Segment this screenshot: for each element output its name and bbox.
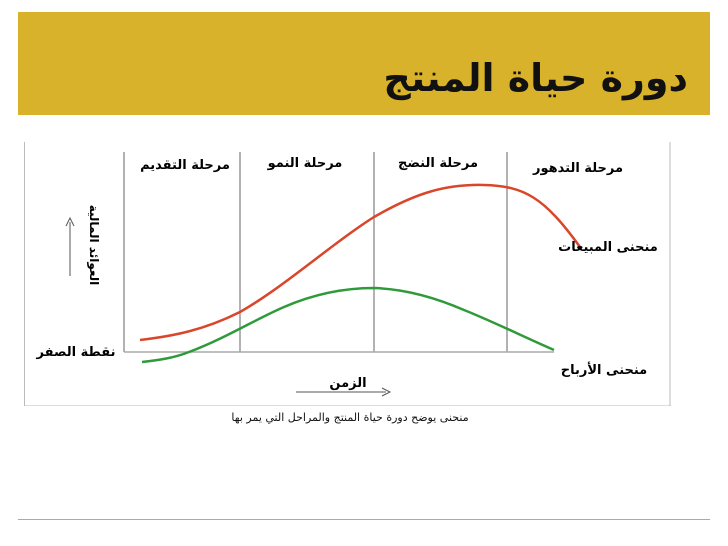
- stage-label-maturity: مرحلة النضج: [398, 156, 478, 171]
- stage-label-growth: مرحلة النمو: [267, 156, 343, 171]
- diagram-canvas: مرحلة التقديم مرحلة النمو مرحلة النضج مر…: [23, 142, 671, 407]
- zero-point-label: نقطة الصفر: [36, 345, 116, 360]
- profits-curve: [141, 286, 555, 364]
- x-axis-label: الزمن: [329, 376, 366, 391]
- y-axis-arrow-head: [65, 216, 75, 227]
- figure-caption: منحنى يوضح دورة حياة المنتج والمراحل الت…: [231, 411, 469, 424]
- title-bar: [18, 12, 710, 115]
- sales-curve: [139, 183, 582, 342]
- profits-curve-label: منحنى الأرباح: [561, 361, 647, 378]
- product-life-cycle-diagram: مرحلة التقديم مرحلة النمو مرحلة النضج مر…: [23, 142, 671, 407]
- x-axis-arrow-head: [381, 387, 392, 397]
- slide-title: دورة حياة المنتج: [383, 56, 688, 100]
- bottom-rule: [18, 519, 710, 520]
- y-axis-label: العوائد المالية: [86, 205, 101, 286]
- sales-curve-label: منحنى المبيعات: [558, 240, 658, 255]
- stage-label-decline: مرحلة التدهور: [532, 161, 623, 176]
- stage-label-introduction: مرحلة التقديم: [140, 158, 230, 173]
